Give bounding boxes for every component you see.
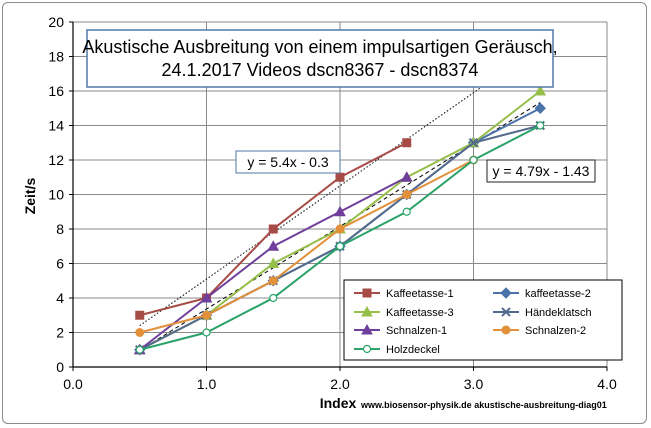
- legend-swatch-marker: [362, 344, 372, 354]
- y-tick-label: 12: [48, 152, 64, 168]
- data-point-schnalzen-1: [200, 291, 213, 303]
- data-point-schnalzen-1: [334, 205, 346, 217]
- legend-item-h-ndeklatsch: Händeklatsch: [493, 307, 592, 319]
- data-point-kaffeetasse-3: [267, 257, 280, 268]
- legend-swatch-marker: [500, 287, 512, 299]
- legend: Kaffeetasse-1 kaffeetasse-2 Kaffeetasse-3 H…: [343, 279, 623, 361]
- y-tick-label: 6: [56, 256, 64, 272]
- data-point-kaffeetasse-3: [534, 84, 547, 96]
- legend-label: Schnalzen-2: [525, 325, 586, 337]
- y-tick-label: 4: [56, 290, 64, 306]
- legend-item-kaffeetasse-1: Kaffeetasse-1: [354, 288, 454, 300]
- legend-item-schnalzen-1: Schnalzen-1: [354, 323, 447, 337]
- y-tick-label: 0: [56, 359, 64, 375]
- legend-swatch-marker-stroke-b: [501, 307, 511, 317]
- x-tick-label: 3.0: [464, 376, 484, 392]
- data-point-holzdeckel: [135, 345, 144, 354]
- y-tick-label: 20: [48, 14, 64, 30]
- chart-title-box: Akustische Ausbreitung von einem impulsa…: [82, 29, 558, 88]
- series-line-schnalzen-2: [139, 159, 474, 334]
- source-note: www.biosensor-physik.de akustische-ausbr…: [360, 400, 607, 410]
- legend-swatch-marker: [362, 288, 372, 298]
- legend-item-holzdeckel: Holzdeckel: [354, 344, 440, 356]
- y-tick-label: 18: [48, 49, 64, 65]
- data-point-schnalzen-2: [135, 328, 145, 337]
- data-point-h-ndeklatsch-stroke-b: [468, 138, 479, 148]
- trendline-label-2-text: y = 4.79x - 1.43: [493, 163, 590, 179]
- legend-label: Schnalzen-1: [386, 325, 447, 337]
- y-tick-label: 14: [48, 118, 64, 134]
- trendline-1: [139, 45, 541, 327]
- y-tick-label: 8: [56, 221, 64, 237]
- x-axis-title: Index: [320, 395, 357, 411]
- data-point-schnalzen-2: [268, 276, 278, 286]
- legend-label: Händeklatsch: [525, 307, 592, 319]
- x-tick-label: 2.0: [330, 376, 350, 392]
- y-tick-label: 2: [56, 325, 64, 341]
- data-point-kaffeetasse-1: [135, 310, 145, 320]
- x-tick-label: 1.0: [197, 376, 217, 392]
- chart-title-line-2: 24.1.2017 Videos dscn8367 - dscn8374: [162, 60, 479, 80]
- title-box-border: [86, 29, 554, 88]
- y-tick-label: 16: [48, 83, 64, 99]
- legend-swatch-marker: [501, 307, 511, 317]
- legend-label: Kaffeetasse-1: [386, 288, 454, 300]
- x-tick-label: 4.0: [597, 376, 617, 392]
- legend-label: Holzdeckel: [386, 344, 440, 356]
- trendline-label-1-box: [235, 150, 341, 174]
- data-point-holzdeckel: [269, 293, 278, 303]
- legend-swatch-marker: [361, 305, 373, 317]
- legend-items: Kaffeetasse-1 kaffeetasse-2 Kaffeetasse-3 H…: [354, 287, 592, 356]
- series-holzdeckel: [135, 121, 545, 354]
- chart-frame: 0 2 4 6 8 10 12 14 16 18 20 0.0 1.0 2.0 3.0 4.0 Akustis…: [2, 2, 647, 424]
- legend-item-kaffeetasse-3: Kaffeetasse-3: [354, 305, 454, 319]
- y-tick-label: 10: [48, 187, 64, 203]
- data-point-schnalzen-2: [335, 224, 345, 234]
- y-axis-title: Zeit/s: [22, 178, 38, 215]
- legend-swatch-marker: [501, 325, 511, 335]
- legend-box: [343, 279, 623, 361]
- trendline-label-1-text: y = 5.4x - 0.3: [247, 154, 329, 170]
- trendline-label-1: y = 5.4x - 0.3: [235, 150, 341, 174]
- data-point-schnalzen-1: [267, 240, 280, 251]
- data-point-holzdeckel: [402, 207, 411, 216]
- data-point-schnalzen-2: [202, 310, 211, 320]
- legend-label: kaffeetasse-2: [525, 288, 591, 300]
- data-point-kaffeetasse-1: [268, 224, 278, 234]
- data-point-kaffeetasse-1: [335, 172, 345, 182]
- data-point-holzdeckel: [202, 328, 211, 337]
- data-point-holzdeckel: [335, 242, 345, 251]
- data-point-schnalzen-2: [402, 190, 412, 199]
- data-point-kaffeetasse-2: [534, 102, 546, 114]
- data-point-holzdeckel: [469, 155, 478, 165]
- axis-layer: 0 2 4 6 8 10 12 14 16 18 20 0.0 1.0 2.0 3.0 4.0: [48, 14, 617, 392]
- x-tick-label: 0.0: [63, 376, 83, 392]
- data-point-holzdeckel: [536, 121, 545, 130]
- legend-label: Kaffeetasse-3: [386, 307, 454, 319]
- chart-title-line-1: Akustische Ausbreitung von einem impulsa…: [82, 37, 557, 57]
- data-point-schnalzen-1: [400, 171, 413, 182]
- legend-item-kaffeetasse-2: kaffeetasse-2: [493, 287, 591, 300]
- data-point-h-ndeklatsch: [468, 138, 479, 148]
- series-layer: [133, 84, 547, 356]
- data-point-kaffeetasse-1: [402, 138, 412, 148]
- trendline-label-2-box: [486, 159, 596, 183]
- chart-svg: 0 2 4 6 8 10 12 14 16 18 20 0.0 1.0 2.0 3.0 4.0 Akustis…: [22, 14, 623, 411]
- legend-swatch-marker: [361, 323, 373, 335]
- trendline-label-2: y = 4.79x - 1.43: [486, 159, 596, 183]
- legend-item-schnalzen-2: Schnalzen-2: [493, 325, 586, 337]
